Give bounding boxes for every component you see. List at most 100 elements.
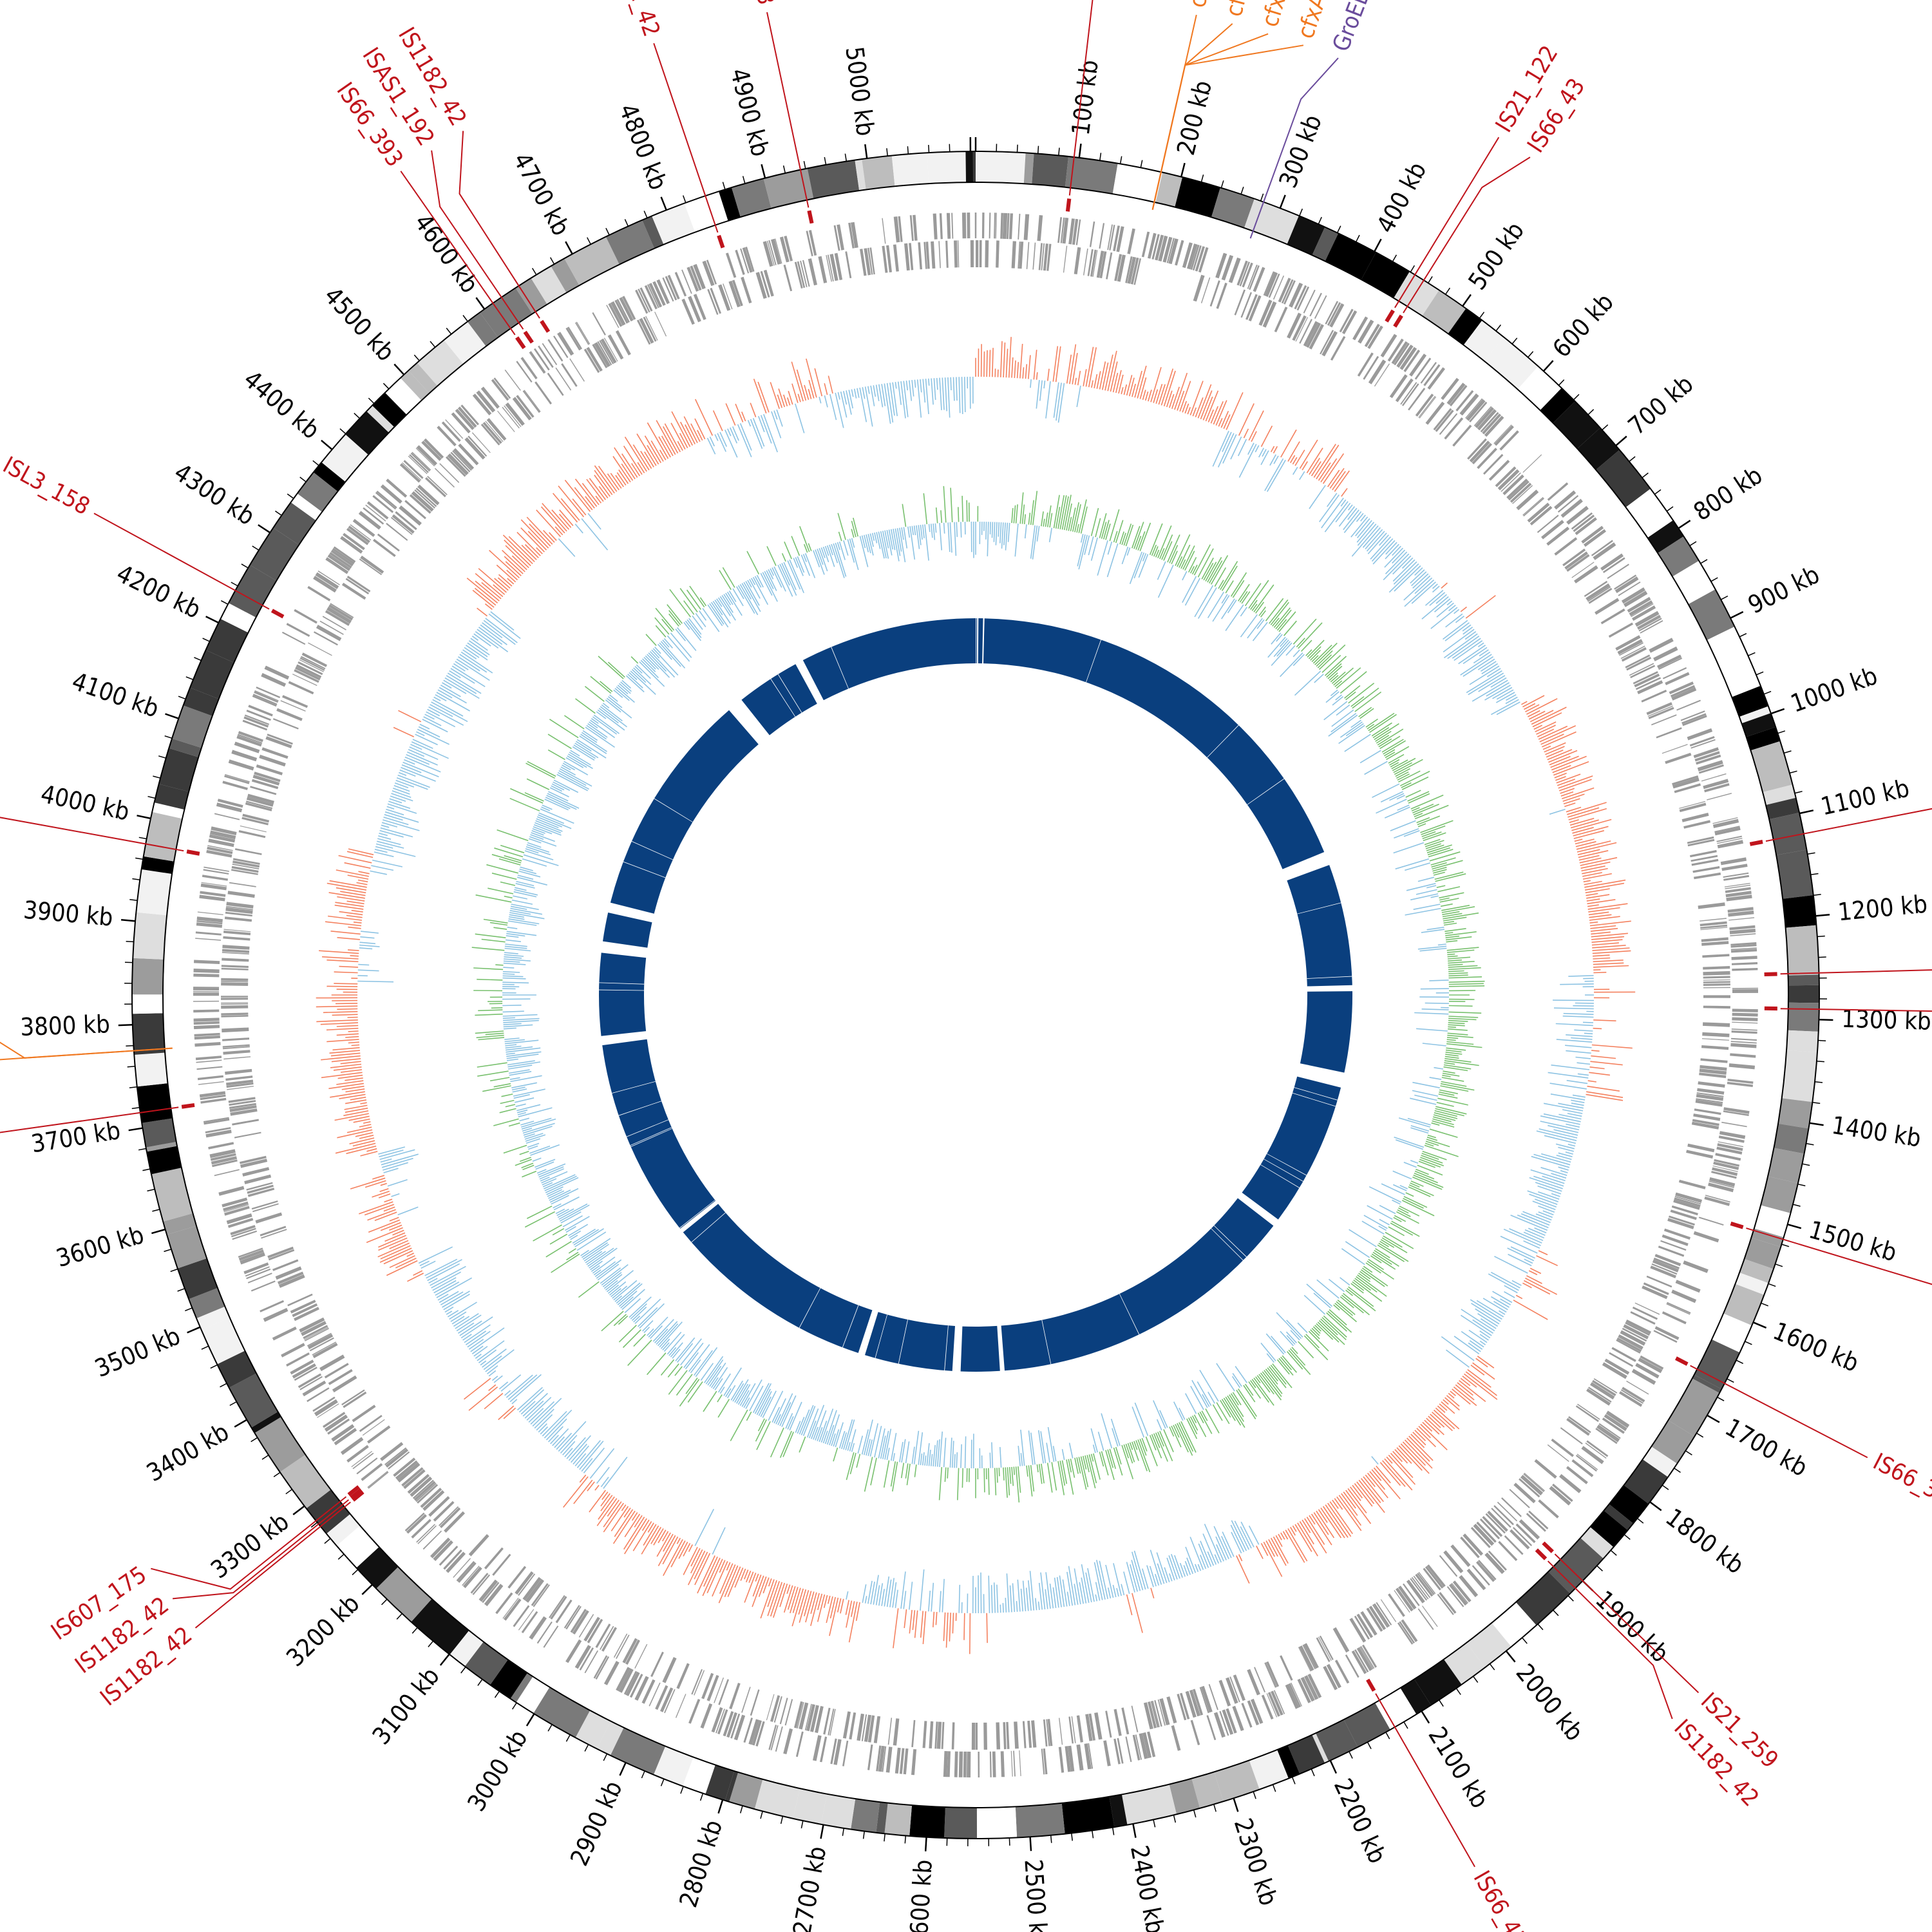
cds-block [292, 674, 317, 687]
gc-content-bar [338, 855, 372, 864]
gc-skew-bar [883, 1460, 890, 1488]
cds-block [1321, 331, 1338, 357]
gc-content-bar [358, 871, 370, 875]
cds-block [1698, 1081, 1725, 1088]
gc-skew-bar [526, 1138, 541, 1144]
gc-content-bar [1479, 1331, 1491, 1339]
cds-block [717, 1709, 728, 1735]
gc-content-bar [1299, 439, 1318, 469]
cds-block [579, 1647, 594, 1671]
gc-skew-bar [994, 1468, 997, 1495]
scale-tick [368, 397, 375, 404]
cds-block [688, 296, 701, 323]
scale-tick [1403, 1721, 1408, 1729]
gc-content-bar [828, 375, 833, 394]
gc-content-bar [1121, 387, 1124, 395]
cds-block [1566, 506, 1589, 525]
cds-block [967, 1751, 971, 1777]
cds-block [623, 1671, 638, 1695]
position-label: 4400 kb [238, 365, 325, 445]
gc-skew-bar [522, 1122, 555, 1134]
is-position-mark [1542, 1541, 1554, 1553]
gc-content-bar [1185, 1546, 1197, 1573]
cds-block [226, 1079, 254, 1086]
gc-skew-bar [1448, 970, 1464, 972]
gc-content-bar [433, 1280, 457, 1294]
gc-skew-bar [1380, 1239, 1395, 1248]
cds-block [1499, 430, 1519, 451]
gc-skew-bar [624, 1298, 641, 1313]
ideogram-band [1739, 1258, 1774, 1283]
ideogram-band [1312, 227, 1339, 261]
gc-content-bar [1586, 894, 1610, 899]
gc-skew-bar [991, 522, 994, 538]
gc-content-bar [1294, 450, 1305, 466]
scale-tick [1112, 1827, 1115, 1835]
gc-content-bar [1555, 1143, 1575, 1150]
cds-block [1495, 466, 1517, 488]
gc-skew-bar [869, 533, 874, 547]
gc-skew-bar [1403, 830, 1420, 837]
annotation-leader-line [0, 1106, 179, 1133]
gc-skew-bar [1383, 749, 1396, 757]
gc-content-bar [1200, 390, 1213, 420]
gc-skew-bar [1272, 1363, 1293, 1388]
gc-skew-bar [508, 1069, 530, 1074]
cds-block [1728, 917, 1755, 921]
gc-skew-bar [1328, 714, 1358, 737]
is-position-mark [1393, 314, 1403, 328]
gc-content-bar [395, 1257, 417, 1269]
inner-segment-gap-line [1086, 639, 1102, 683]
gc-content-bar [678, 1542, 688, 1559]
cds-block [1396, 1587, 1414, 1612]
cds-block [1349, 1618, 1367, 1643]
gc-content-bar [933, 378, 936, 400]
gc-skew-bar [645, 655, 659, 670]
gc-skew-bar [1375, 1248, 1390, 1258]
gc-content-bar [536, 547, 543, 554]
gc-skew-bar [518, 870, 541, 878]
gc-content-bar [1126, 1594, 1133, 1616]
cds-block [1477, 409, 1497, 431]
is-position-mark [523, 330, 534, 344]
gc-skew-bar [1420, 1157, 1444, 1167]
gc-content-bar [1454, 640, 1483, 661]
scale-tick [1009, 1837, 1010, 1846]
gc-content-bar [466, 577, 498, 604]
gc-skew-bar [1205, 1408, 1220, 1434]
gc-content-bar [636, 433, 657, 466]
gc-skew-bar [931, 1454, 933, 1466]
gc-skew-bar [820, 1408, 834, 1443]
gc-skew-bar [746, 1411, 752, 1421]
gc-content-bar [1538, 1211, 1553, 1218]
cds-block [1497, 469, 1520, 491]
gc-skew-bar [1445, 936, 1472, 941]
gc-content-bar [1443, 1399, 1449, 1405]
gc-skew-bar [594, 1261, 616, 1277]
gc-skew-bar [643, 657, 656, 670]
scale-tick [603, 1753, 608, 1761]
gc-content-bar [846, 390, 852, 415]
gc-skew-bar [1107, 541, 1113, 555]
cds-block [292, 1303, 318, 1318]
cds-block [409, 454, 429, 473]
gc-skew-bar [1345, 723, 1364, 737]
gc-skew-bar [558, 1203, 588, 1220]
cds-block [1702, 954, 1730, 958]
cds-block [1588, 1387, 1612, 1403]
cds-block [1143, 1702, 1153, 1730]
gc-skew-bar [1405, 862, 1431, 871]
scale-tick [1489, 1663, 1495, 1671]
gc-skew-bar [553, 781, 571, 791]
gc-skew-bar [1327, 1311, 1352, 1333]
cds-block [1604, 1358, 1630, 1375]
gc-skew-bar [1221, 594, 1228, 604]
gc-skew-bar [808, 543, 812, 551]
cds-block [238, 830, 266, 838]
gc-skew-bar [1425, 1002, 1449, 1004]
cds-block [593, 1655, 608, 1679]
gc-content-bar [1570, 819, 1599, 829]
cds-block [1469, 440, 1490, 463]
gc-content-bar [1238, 403, 1255, 436]
cds-block [231, 869, 258, 875]
